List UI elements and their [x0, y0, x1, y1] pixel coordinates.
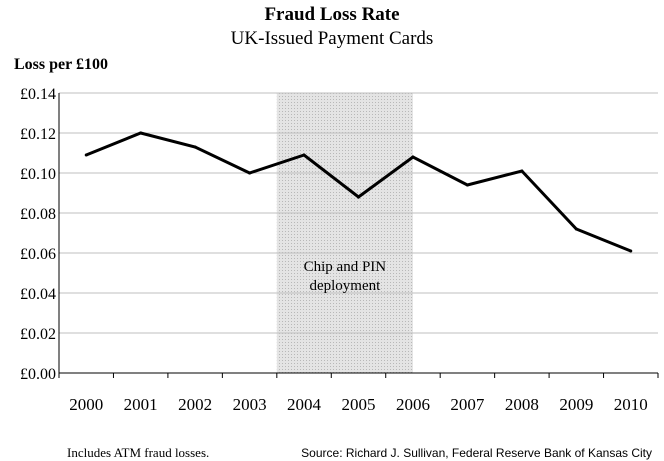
data-point — [139, 131, 143, 135]
source-note: Source: Richard J. Sullivan, Federal Res… — [301, 446, 652, 460]
shaded-region-label: deployment — [309, 278, 381, 294]
plot-area: £0.00 £0.02 £0.04 £0.06 £0.08 £0.10 £0.12 £0.14… — [20, 86, 659, 414]
data-point — [357, 195, 360, 199]
data-point — [520, 169, 524, 173]
x-tick-label: 2002 — [178, 395, 212, 414]
y-tick-label: £0.08 — [20, 206, 56, 223]
y-axis-label: Loss per £100 — [14, 56, 108, 73]
data-point — [302, 153, 306, 157]
data-point — [248, 171, 252, 175]
data-point — [465, 183, 469, 187]
chart-title: Fraud Loss Rate — [264, 4, 399, 25]
x-tick-label: 2000 — [69, 395, 103, 414]
x-tick-label: 2008 — [505, 395, 539, 414]
y-tick-label: £0.06 — [20, 246, 56, 263]
x-tick-label: 2004 — [287, 395, 322, 414]
x-tick-label: 2007 — [450, 395, 485, 414]
data-point — [629, 249, 633, 253]
y-tick-label: £0.12 — [20, 126, 56, 143]
y-tick-label: £0.14 — [20, 86, 56, 103]
y-tick-label: £0.02 — [20, 326, 56, 343]
data-point — [84, 153, 88, 157]
y-tick-label: £0.00 — [20, 366, 56, 383]
data-point — [411, 155, 415, 159]
x-tick-label: 2001 — [124, 395, 158, 414]
shaded-region — [276, 93, 413, 373]
y-tick-label: £0.10 — [20, 166, 56, 183]
x-tick-label: 2009 — [559, 395, 593, 414]
data-point — [574, 227, 578, 231]
footnote: Includes ATM fraud losses. — [67, 445, 209, 460]
x-tick-label: 2010 — [614, 395, 648, 414]
x-tick-label: 2005 — [342, 395, 376, 414]
x-tick-label: 2006 — [396, 395, 430, 414]
chart-subtitle: UK-Issued Payment Cards — [231, 28, 434, 49]
data-point — [193, 145, 197, 149]
x-tick-label: 2003 — [233, 395, 267, 414]
shaded-region-label: Chip and PIN — [304, 259, 387, 275]
y-tick-label: £0.04 — [20, 286, 56, 303]
